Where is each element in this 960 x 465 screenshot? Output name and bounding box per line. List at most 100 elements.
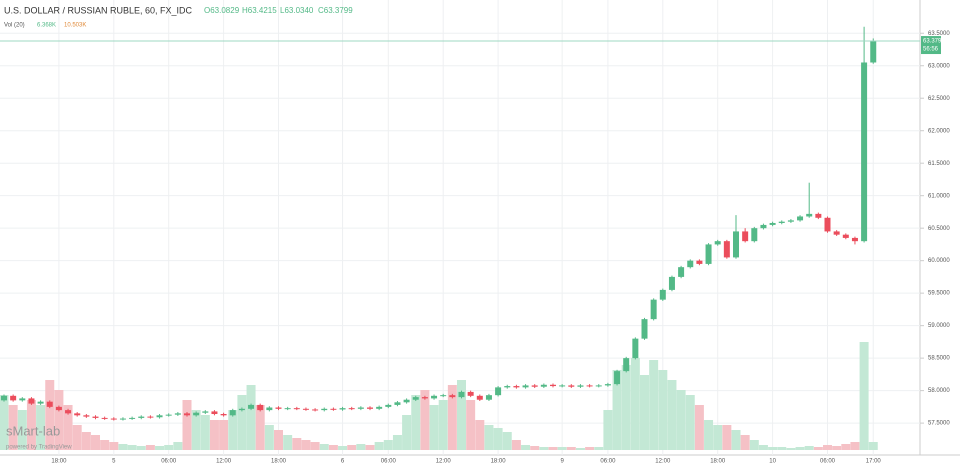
- candle-body: [513, 386, 520, 388]
- volume-bar: [740, 435, 750, 450]
- volume-bar: [521, 445, 531, 450]
- x-tick-label: 06:00: [381, 459, 397, 465]
- volume-bar: [17, 410, 27, 450]
- volume-bar: [585, 447, 595, 450]
- candle-body: [815, 213, 822, 218]
- candle-body: [678, 267, 685, 277]
- grid: [0, 0, 920, 455]
- x-tick-label: 06:00: [161, 459, 177, 465]
- candle-body: [238, 408, 245, 411]
- volume-bar: [356, 444, 366, 450]
- volume-bar: [246, 385, 256, 450]
- volume-bar: [859, 342, 869, 450]
- candle-body: [10, 395, 17, 401]
- volume-bar: [72, 425, 82, 450]
- volume-bar: [374, 442, 384, 450]
- y-tick-label: 61.0000: [928, 193, 950, 199]
- candle-body: [156, 415, 163, 418]
- candle-body: [184, 413, 190, 416]
- candle-body: [302, 408, 309, 410]
- candle-body: [595, 385, 602, 387]
- volume-bar: [466, 400, 476, 450]
- candle-body: [110, 418, 117, 420]
- candle-body: [449, 395, 456, 398]
- candle-body: [714, 241, 721, 245]
- x-tick-label: 5: [112, 459, 116, 465]
- price-tag-box: [921, 36, 941, 55]
- volume-bar: [667, 380, 677, 450]
- volume-bar: [731, 430, 741, 450]
- volume-bar: [127, 445, 137, 450]
- volume-bar: [264, 425, 274, 450]
- candle-body: [577, 385, 584, 387]
- volume-bar: [0, 395, 9, 450]
- volume-bar: [447, 385, 457, 450]
- y-tick-label: 62.0000: [928, 128, 950, 134]
- candle-body: [266, 407, 273, 411]
- x-tick-label: 9: [560, 459, 564, 465]
- volume-pane: [0, 342, 878, 450]
- volume-bar: [191, 410, 201, 450]
- axes: 57.5000 58.0000 58.5000 59.0000 59.5000 60.00…: [0, 31, 950, 465]
- candle-body: [641, 319, 648, 339]
- y-tick-label: 57.5000: [928, 421, 950, 427]
- candle-body: [129, 417, 136, 419]
- candle-body: [431, 395, 438, 399]
- candle-body: [202, 411, 209, 413]
- volume-bar: [786, 448, 796, 450]
- x-tick-label: 06:00: [820, 459, 836, 465]
- volume-bar: [26, 400, 36, 450]
- volume-bar: [209, 420, 219, 450]
- volume-bar: [255, 405, 265, 450]
- candle-body: [723, 241, 730, 258]
- volume-bar: [429, 405, 439, 450]
- candle-body: [275, 407, 282, 409]
- ohlc-legend: O63.0829: [204, 6, 240, 15]
- volume-bar: [420, 390, 430, 450]
- candle-body: [604, 384, 611, 386]
- x-tick-label: 18:00: [710, 459, 726, 465]
- ohlc-legend: L63.0340: [280, 6, 314, 15]
- candle-body: [531, 385, 538, 387]
- candle-body: [385, 404, 392, 407]
- candle-body: [733, 231, 739, 258]
- candle-body: [229, 410, 236, 416]
- volume-bar: [100, 440, 110, 450]
- volume-bar: [310, 442, 320, 450]
- volume-bar: [173, 442, 183, 450]
- volume-bar: [237, 395, 247, 450]
- watermark: sMart-lab: [6, 423, 60, 438]
- candle-body: [769, 222, 776, 225]
- candle-body: [46, 401, 53, 407]
- x-tick-label: 12:00: [216, 459, 232, 465]
- candle-body: [705, 244, 712, 264]
- volume-bar: [557, 447, 567, 450]
- candle-body: [632, 338, 639, 359]
- volume-bar: [649, 360, 659, 450]
- x-tick-label: 12:00: [655, 459, 671, 465]
- x-tick-label: 18:00: [51, 459, 67, 465]
- y-tick-label: 61.5000: [928, 161, 950, 167]
- chart-title: U.S. DOLLAR / RUSSIAN RUBLE, 60, FX_IDC: [4, 5, 193, 15]
- candle-body: [248, 404, 255, 409]
- candle-body: [138, 416, 145, 418]
- candle-body: [458, 391, 465, 398]
- x-tick-label: 17:00: [866, 459, 882, 465]
- y-tick-label: 59.0000: [928, 323, 950, 329]
- candle-body: [742, 231, 749, 242]
- volume-bar: [612, 370, 622, 450]
- candle-body: [440, 395, 447, 397]
- candle-body: [550, 384, 556, 387]
- x-tick-label: 12:00: [436, 459, 452, 465]
- candle-body: [330, 408, 337, 410]
- candle-body: [257, 404, 264, 411]
- candle-body: [357, 407, 364, 409]
- candle-body: [559, 385, 566, 387]
- candle-body: [467, 391, 474, 396]
- volume-bar: [768, 447, 778, 450]
- volume-bar: [676, 390, 686, 450]
- candle-body: [778, 221, 785, 223]
- volume-bar: [511, 440, 521, 450]
- candle-body: [193, 412, 200, 416]
